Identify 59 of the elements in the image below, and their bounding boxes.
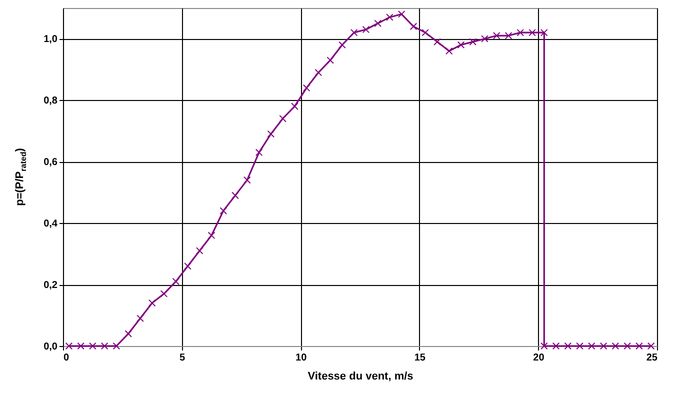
point <box>576 342 584 350</box>
point <box>77 342 84 350</box>
point <box>540 28 548 36</box>
point <box>350 28 358 36</box>
x-axis-title: Vitesse du vent, m/s <box>308 370 414 382</box>
point <box>647 342 655 350</box>
x-tick-label: 15 <box>414 352 426 364</box>
point <box>255 148 263 156</box>
point <box>338 41 346 49</box>
point <box>398 10 406 18</box>
x-tick-label: 0 <box>64 352 70 364</box>
x-tick-label: 5 <box>180 352 186 364</box>
point <box>326 56 334 64</box>
point <box>184 262 192 270</box>
point <box>386 14 394 21</box>
y-tick-label: 0,8 <box>44 96 58 107</box>
point <box>516 28 524 36</box>
point <box>196 247 204 254</box>
point <box>267 130 275 138</box>
point <box>564 342 572 350</box>
point <box>232 192 239 200</box>
point <box>504 32 512 40</box>
y-tick-label: 0,4 <box>44 218 58 230</box>
point <box>208 232 216 240</box>
x-tick-label: 10 <box>296 352 308 364</box>
point <box>89 342 96 350</box>
point <box>528 28 536 36</box>
point <box>422 28 429 36</box>
point <box>136 314 144 322</box>
x-tick-label: 20 <box>533 352 545 364</box>
point <box>362 26 370 34</box>
point <box>302 84 310 92</box>
point <box>457 41 465 49</box>
x-tick-label: 25 <box>646 352 658 364</box>
point <box>624 342 631 350</box>
point <box>243 176 251 184</box>
point <box>314 68 322 76</box>
point <box>552 342 560 350</box>
y-tick-label: 1,0 <box>44 34 58 46</box>
point <box>434 38 441 46</box>
point <box>636 342 643 350</box>
y-tick-label: 0,0 <box>44 342 58 352</box>
point <box>100 342 108 350</box>
point <box>612 342 620 350</box>
point <box>492 32 500 40</box>
point <box>374 20 382 28</box>
point <box>124 330 132 338</box>
point <box>588 342 596 350</box>
point <box>481 35 488 42</box>
point <box>220 207 228 214</box>
point <box>148 299 156 307</box>
point <box>600 342 608 350</box>
point <box>112 342 120 350</box>
point <box>469 38 477 46</box>
y-tick-label: 0,2 <box>44 280 58 292</box>
point <box>410 22 418 30</box>
point <box>291 102 298 110</box>
point <box>445 47 453 55</box>
y-tick-label: 0,6 <box>44 157 58 168</box>
